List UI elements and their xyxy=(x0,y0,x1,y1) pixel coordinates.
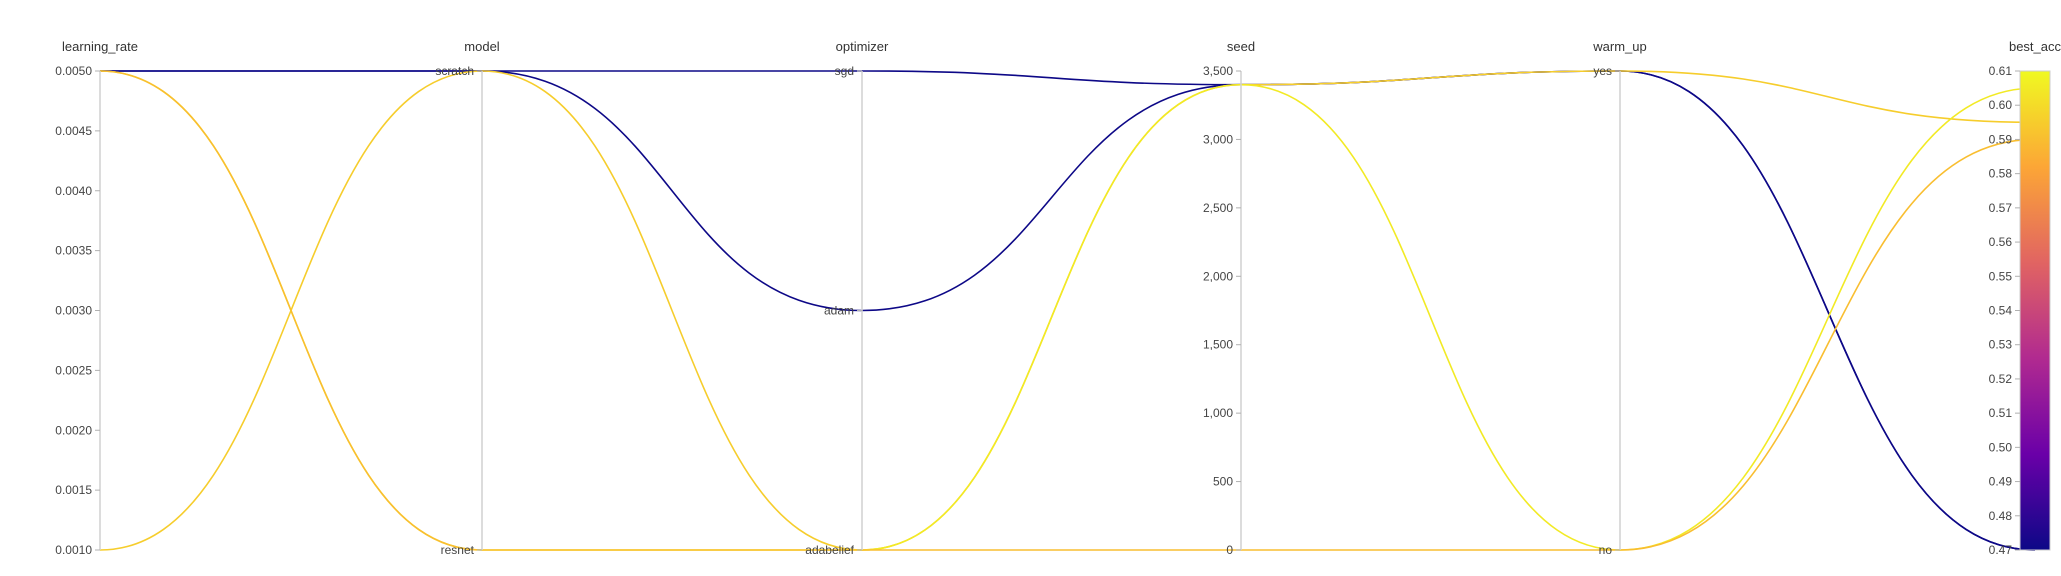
axis-title-best_acc: best_acc xyxy=(2009,39,2061,54)
run-lines xyxy=(99,70,2036,551)
tick-label-best_acc: 0.57 xyxy=(1989,201,2013,215)
tick-label-learning_rate: 0.0035 xyxy=(55,244,92,258)
tick-label-optimizer: adam xyxy=(824,304,854,318)
tick-label-learning_rate: 0.0010 xyxy=(55,543,92,557)
run-line-4[interactable] xyxy=(99,70,2036,551)
tick-label-seed: 1,000 xyxy=(1203,406,1233,420)
tick-label-learning_rate: 0.0030 xyxy=(55,304,92,318)
tick-label-learning_rate: 0.0015 xyxy=(55,483,92,497)
tick-label-seed: 1,500 xyxy=(1203,338,1233,352)
run-line-3[interactable] xyxy=(99,70,2036,551)
tick-label-best_acc: 0.53 xyxy=(1989,338,2013,352)
tick-label-seed: 0 xyxy=(1226,543,1233,557)
axis-title-seed: seed xyxy=(1227,39,1255,54)
tick-label-seed: 3,500 xyxy=(1203,64,1233,78)
tick-label-warm_up: yes xyxy=(1593,64,1612,78)
tick-label-learning_rate: 0.0025 xyxy=(55,363,92,377)
tick-label-learning_rate: 0.0040 xyxy=(55,184,92,198)
axis-title-model: model xyxy=(464,39,500,54)
tick-label-best_acc: 0.49 xyxy=(1989,475,2013,489)
axis-model[interactable]: model resnet scratch xyxy=(435,39,499,557)
tick-label-best_acc: 0.60 xyxy=(1989,98,2013,112)
tick-label-warm_up: no xyxy=(1599,543,1613,557)
run-line-1[interactable] xyxy=(100,70,2036,551)
tick-label-best_acc: 0.54 xyxy=(1989,304,2013,318)
tick-label-seed: 3,000 xyxy=(1203,132,1233,146)
tick-label-best_acc: 0.47 xyxy=(1989,543,2013,557)
axis-title-optimizer: optimizer xyxy=(836,39,889,54)
tick-label-learning_rate: 0.0045 xyxy=(55,124,92,138)
run-line-2[interactable] xyxy=(100,70,2036,551)
tick-label-best_acc: 0.56 xyxy=(1989,235,2013,249)
tick-label-best_acc: 0.55 xyxy=(1989,269,2013,283)
tick-label-best_acc: 0.50 xyxy=(1989,440,2013,454)
tick-label-seed: 2,500 xyxy=(1203,201,1233,215)
tick-label-optimizer: adabelief xyxy=(805,543,854,557)
tick-label-model: resnet xyxy=(441,543,475,557)
axis-title-warm_up: warm_up xyxy=(1592,39,1646,54)
axis-optimizer[interactable]: optimizer adabelief adam sgd xyxy=(805,39,889,557)
colorbar xyxy=(2019,70,2051,551)
tick-label-best_acc: 0.59 xyxy=(1989,132,2013,146)
tick-label-seed: 2,000 xyxy=(1203,269,1233,283)
axis-seed[interactable]: seed 0 500 1,000 1,500 2,000 2,500 3,000 3,500 xyxy=(1203,39,1255,557)
tick-label-learning_rate: 0.0050 xyxy=(55,64,92,78)
tick-label-learning_rate: 0.0020 xyxy=(55,423,92,437)
tick-label-best_acc: 0.48 xyxy=(1989,509,2013,523)
axis-best_acc[interactable]: best_acc 0.47 0.48 0.49 0.50 0.51 0.52 0.53 0.54… xyxy=(1989,39,2061,557)
tick-label-best_acc: 0.52 xyxy=(1989,372,2013,386)
tick-label-model: scratch xyxy=(435,64,474,78)
tick-label-best_acc: 0.61 xyxy=(1989,64,2013,78)
tick-label-best_acc: 0.58 xyxy=(1989,167,2013,181)
axis-learning_rate[interactable]: learning_rate 0.0010 0.0015 0.0020 0.0025 0.0… xyxy=(55,39,138,557)
axis-title-learning_rate: learning_rate xyxy=(62,39,138,54)
axes: learning_rate 0.0010 0.0015 0.0020 0.0025 0.0… xyxy=(55,39,2061,557)
run-line-5[interactable] xyxy=(99,70,2036,551)
tick-label-best_acc: 0.51 xyxy=(1989,406,2013,420)
tick-label-optimizer: sgd xyxy=(835,64,854,78)
tick-label-seed: 500 xyxy=(1213,475,1233,489)
